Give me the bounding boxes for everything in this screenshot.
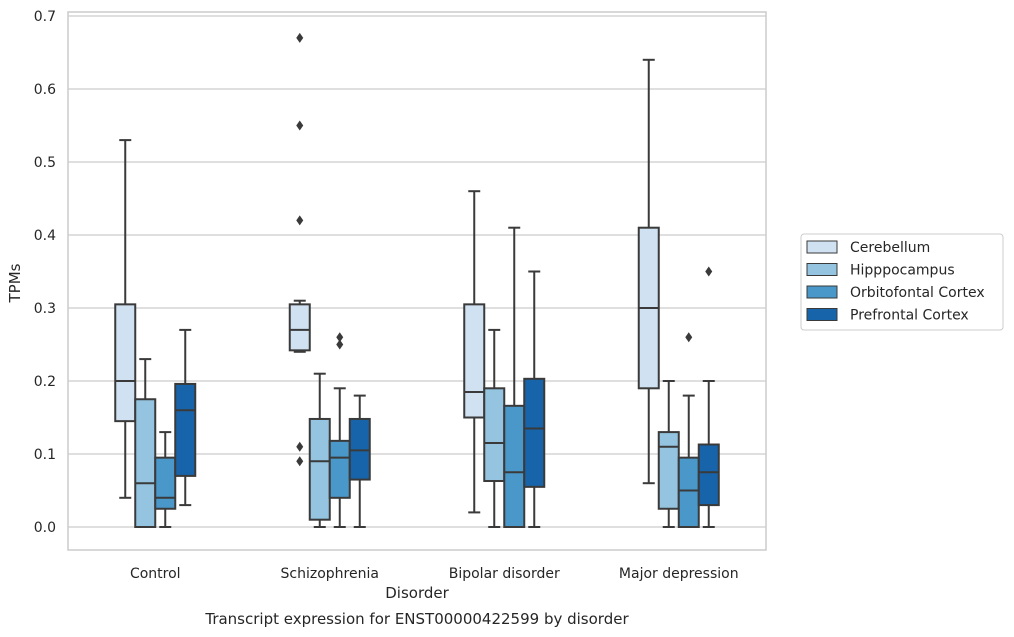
y-tick-label: 0.1 xyxy=(34,447,56,463)
legend-swatch xyxy=(806,240,838,254)
box-cerebellum xyxy=(637,58,660,485)
y-tick-label: 0.6 xyxy=(34,82,56,98)
y-tick-labels: 0.0 0.1 0.2 0.3 0.4 0.5 0.6 0.7 xyxy=(34,9,56,536)
outlier-point xyxy=(296,120,304,131)
box-body xyxy=(288,303,311,352)
box-prefrontal-cortex xyxy=(348,394,371,528)
box-cerebellum xyxy=(288,32,311,467)
box-prefrontal-cortex xyxy=(174,328,197,507)
box-prefrontal-cortex xyxy=(523,270,546,528)
legend-swatch xyxy=(806,308,838,321)
x-axis-label: Disorder xyxy=(385,584,449,602)
legend-swatch xyxy=(806,263,838,276)
box-body xyxy=(134,398,157,528)
box-orbitofontal-cortex xyxy=(328,332,351,528)
y-tick-label: 0.2 xyxy=(34,374,56,390)
x-tick-label: Major depression xyxy=(619,566,739,582)
box-body xyxy=(677,456,700,528)
box-orbitofontal-cortex xyxy=(503,226,526,529)
outlier-point xyxy=(685,332,693,343)
box-body xyxy=(114,303,137,423)
box-body xyxy=(154,456,177,510)
outlier-point xyxy=(296,32,304,43)
outlier-point xyxy=(296,441,304,452)
box-hipppocampus xyxy=(483,328,506,528)
box-body xyxy=(483,387,506,483)
y-tick-label: 0.4 xyxy=(34,228,56,244)
outlier-point xyxy=(296,456,304,467)
box-body xyxy=(328,439,351,499)
box-body xyxy=(523,377,546,488)
legend-swatch xyxy=(806,285,838,299)
chart-caption: Transcript expression for ENST0000042259… xyxy=(205,610,629,628)
box-body xyxy=(174,382,197,477)
y-tick-label: 0.3 xyxy=(34,301,56,317)
legend-label: Hipppocampus xyxy=(850,263,955,279)
outlier-point xyxy=(336,332,344,343)
x-tick-label: Bipolar disorder xyxy=(449,566,560,582)
legend-label: Orbitofontal Cortex xyxy=(850,285,985,301)
outlier-point xyxy=(336,339,344,350)
legend-label: Cerebellum xyxy=(850,240,930,256)
x-tick-labels: Control Schizophrenia Bipolar disorder Majo… xyxy=(130,566,739,582)
box-body xyxy=(308,417,331,521)
legend: Cerebellum Hipppocampus Orbitofontal Corte… xyxy=(800,233,1004,331)
box-hipppocampus xyxy=(134,358,157,528)
legend-label: Prefrontal Cortex xyxy=(850,308,969,324)
box-body xyxy=(657,431,680,510)
y-tick-label: 0.7 xyxy=(34,9,56,25)
box-orbitofontal-cortex xyxy=(154,431,177,528)
box-body xyxy=(503,404,526,529)
legend-frame xyxy=(800,233,1004,331)
x-tick-label: Schizophrenia xyxy=(281,566,379,582)
plot-marks xyxy=(114,32,720,529)
box-orbitofontal-cortex xyxy=(677,332,700,528)
box-body xyxy=(348,417,371,481)
box-cerebellum xyxy=(463,190,486,514)
box-prefrontal-cortex xyxy=(697,266,720,528)
outlier-point xyxy=(705,266,713,277)
outlier-point xyxy=(296,215,304,226)
box-hipppocampus xyxy=(308,372,331,528)
y-tick-label: 0.0 xyxy=(34,520,56,536)
box-cerebellum xyxy=(114,139,137,499)
y-tick-label: 0.5 xyxy=(34,155,56,171)
box-hipppocampus xyxy=(657,380,680,528)
x-tick-label: Control xyxy=(130,566,181,582)
box-body xyxy=(463,303,486,419)
plot-frame xyxy=(67,11,767,551)
y-axis-label: TPMs xyxy=(6,263,24,303)
box-body xyxy=(697,443,720,507)
